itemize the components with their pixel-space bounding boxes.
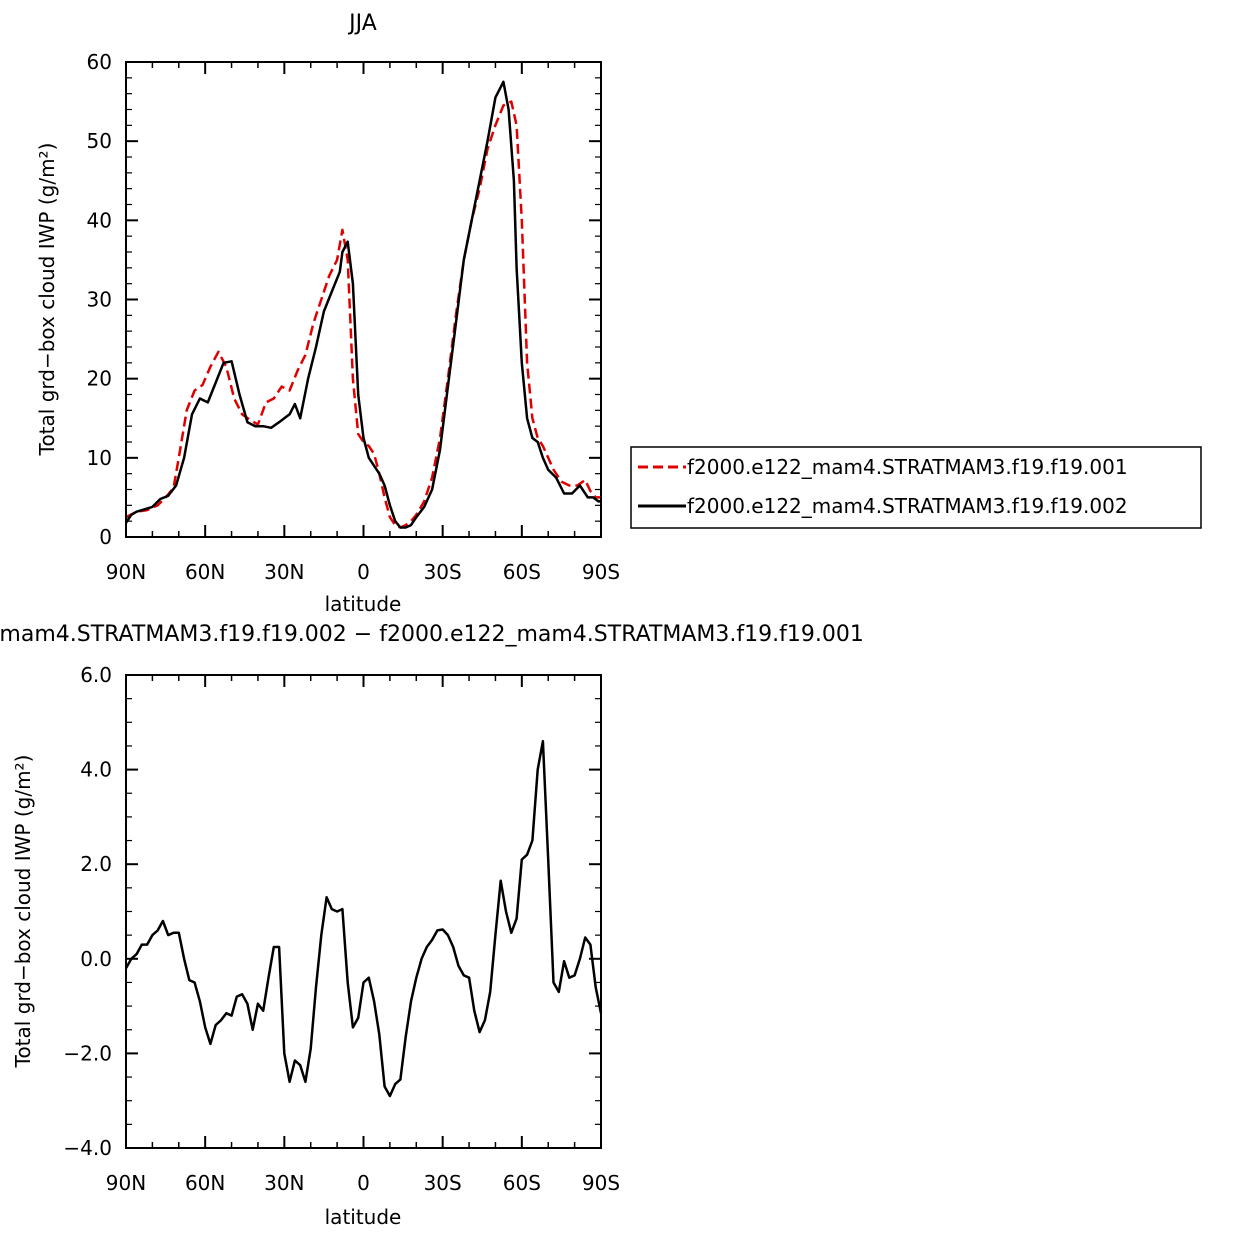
series-line-2 [124, 80, 601, 529]
y-tick-label: 0.0 [80, 947, 112, 971]
y-tick-label: 40 [87, 208, 112, 232]
top-chart: JJA 90N 60N 30N 0 30S 60S 90S 0 10 20 30 40 50 60 lat… [35, 11, 1202, 616]
y-tick-label: 2.0 [80, 852, 112, 876]
series-line-1 [125, 100, 601, 529]
x-tick-label: 90N [106, 1171, 146, 1195]
x-tick-label: 30N [264, 560, 304, 584]
bottom-y-axis-label: Total grd−box cloud IWP (g/m²) [11, 755, 35, 1069]
y-tick-label: 4.0 [80, 758, 112, 782]
legend-label-series-1: f2000.e122_mam4.STRATMAM3.f19.f19.001 [687, 455, 1128, 479]
x-tick-label: 0 [357, 560, 370, 584]
top-plot-frame [125, 61, 602, 538]
y-tick-label: 60 [87, 50, 112, 74]
bottom-x-axis-label: latitude [325, 1205, 402, 1229]
x-tick-label: 90S [582, 1171, 620, 1195]
top-y-axis-label: Total grd−box cloud IWP (g/m²) [35, 143, 59, 457]
x-tick-label: 30S [424, 560, 462, 584]
x-tick-label: 0 [357, 1171, 370, 1195]
y-tick-label: −4.0 [63, 1136, 112, 1160]
x-tick-label: 60N [185, 1171, 225, 1195]
top-chart-title: JJA [347, 11, 377, 36]
x-tick-label: 30N [264, 1171, 304, 1195]
x-tick-label: 30S [424, 1171, 462, 1195]
y-tick-label: 50 [87, 129, 112, 153]
y-tick-label: 0 [99, 525, 112, 549]
bottom-chart-title: f2000.e122_mam4.STRATMAM3.f19.f19.002 − … [0, 622, 864, 647]
bottom-plot-frame [125, 674, 602, 1149]
x-tick-label: 60S [503, 560, 541, 584]
legend: f2000.e122_mam4.STRATMAM3.f19.f19.001 f2… [630, 446, 1202, 529]
x-tick-label: 90S [582, 560, 620, 584]
top-x-axis-label: latitude [325, 592, 402, 616]
legend-box [630, 446, 1202, 529]
x-tick-label: 60N [185, 560, 225, 584]
y-tick-label: −2.0 [63, 1041, 112, 1065]
y-tick-label: 10 [87, 446, 112, 470]
legend-label-series-2: f2000.e122_mam4.STRATMAM3.f19.f19.002 [687, 494, 1128, 518]
bottom-chart: f2000.e122_mam4.STRATMAM3.f19.f19.002 − … [0, 622, 864, 1229]
y-tick-label: 6.0 [80, 663, 112, 687]
x-tick-label: 90N [106, 560, 146, 584]
y-tick-label: 30 [87, 288, 112, 312]
x-tick-label: 60S [503, 1171, 541, 1195]
series-line-1 [124, 739, 603, 1098]
y-tick-label: 20 [87, 367, 112, 391]
